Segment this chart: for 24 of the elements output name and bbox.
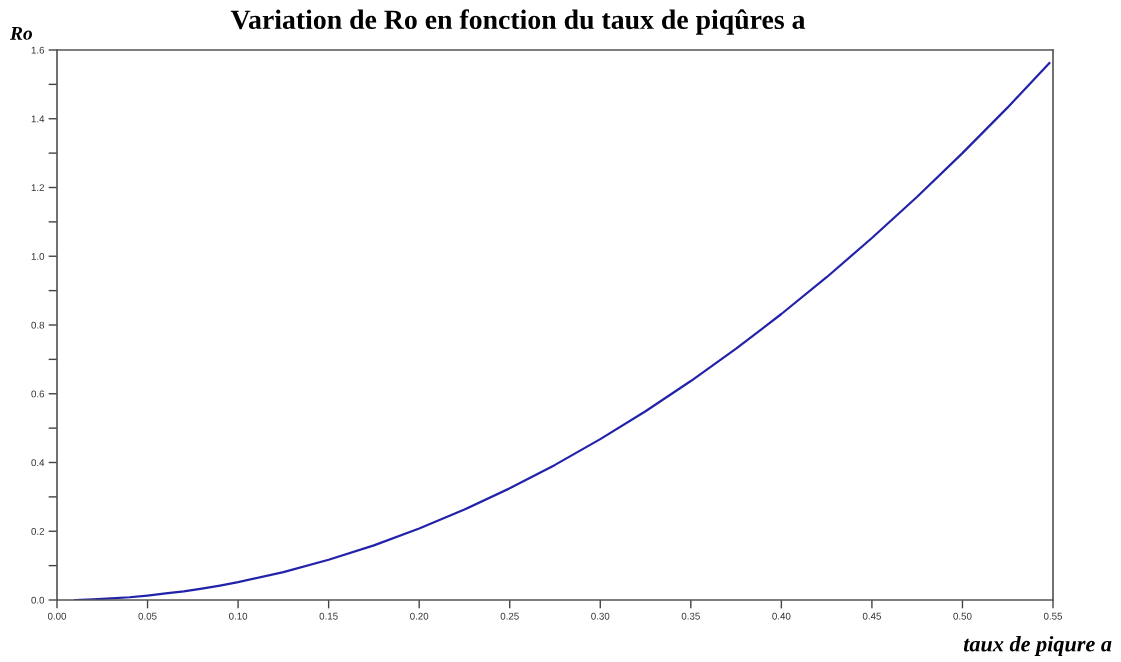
x-axis-title: taux de piqure a bbox=[963, 635, 1112, 657]
x-tick-label: 0.35 bbox=[681, 612, 700, 620]
x-tick-label: 0.40 bbox=[772, 612, 791, 620]
y-tick-label: 0.8 bbox=[31, 321, 45, 329]
y-tick-label: 0.4 bbox=[31, 459, 45, 467]
x-tick-label: 0.05 bbox=[138, 612, 157, 620]
y-tick-label: 0.6 bbox=[31, 390, 45, 398]
x-tick-label: 0.15 bbox=[319, 612, 338, 620]
y-tick-label: 1.4 bbox=[31, 115, 45, 123]
y-tick-label: 0.2 bbox=[31, 527, 45, 535]
x-tick-label: 0.00 bbox=[47, 612, 67, 620]
x-tick-label: 0.30 bbox=[591, 612, 610, 620]
chart-title: Variation de Ro en fonction du taux de piqûres a bbox=[230, 9, 806, 35]
x-tick-label: 0.25 bbox=[500, 612, 519, 620]
x-tick-label: 0.50 bbox=[953, 612, 972, 620]
y-tick-label: 1.6 bbox=[31, 46, 45, 54]
x-tick-label: 0.20 bbox=[410, 612, 429, 620]
y-tick-label: 1.2 bbox=[31, 184, 45, 192]
x-tick-label: 0.55 bbox=[1043, 612, 1063, 620]
x-tick-label: 0.45 bbox=[862, 612, 881, 620]
x-tick-label: 0.10 bbox=[229, 612, 248, 620]
y-axis-title: Ro bbox=[9, 26, 33, 40]
y-tick-label: 0.0 bbox=[31, 596, 45, 604]
y-tick-label: 1.0 bbox=[31, 252, 45, 260]
